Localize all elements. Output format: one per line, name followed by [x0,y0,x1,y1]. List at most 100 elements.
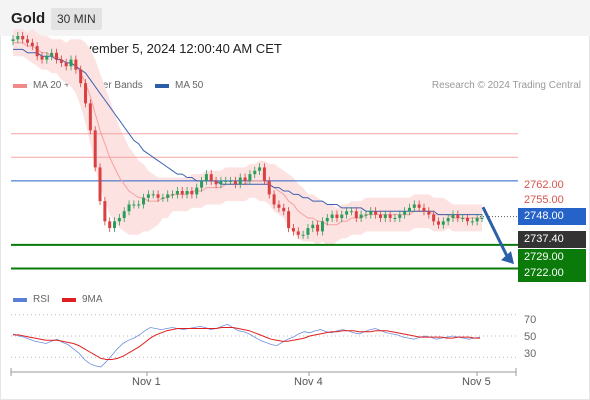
candle-body [224,180,228,182]
candle-body [427,211,431,215]
candle-body [204,174,208,181]
candle-body [364,214,368,216]
candle-body [441,221,445,225]
rsi-line [12,323,481,368]
candle-body [26,39,30,43]
candle-body [11,39,15,42]
candle-body [180,191,184,195]
last-price-label: 2737.40 [518,231,586,248]
candle-body [369,211,373,215]
candle-body [161,197,165,199]
candle-body [340,214,344,218]
candle-body [59,59,63,63]
rsi-9ma-line [13,327,480,360]
candle-body [436,221,440,225]
candle-body [93,130,97,168]
candle-body [117,217,121,222]
candle-body [335,214,339,218]
candle-body [103,201,107,222]
candle-body [79,69,83,84]
candle-body [84,83,88,104]
candle-body [461,217,465,219]
candle-body [287,211,291,229]
candle-body [451,214,455,218]
candle-body [480,217,484,219]
legend-label-ma50: MA 50 [175,80,204,91]
candle-body [229,180,233,182]
candle-body [306,228,310,235]
candle-body [88,103,92,131]
candle-body [200,180,204,188]
forecast-arrow-shaft [481,206,509,257]
bollinger-band-fill [13,29,482,245]
candle-body [388,214,392,218]
legend-swatch-ma20 [13,83,27,88]
candle-body [412,204,416,208]
candle-body [325,217,329,222]
candle-body [137,204,141,206]
candle-body [262,167,266,181]
legend-label-9ma: 9MA [82,294,103,305]
candle-body [296,231,300,235]
candle-body [190,191,194,195]
instrument-title: Gold [11,10,46,27]
x-label-nov1: Nov 1 [132,376,161,388]
candle-body [127,204,131,212]
candle-body [171,194,175,196]
candle-body [214,180,218,185]
candle-body [398,214,402,218]
candle-body [132,204,136,206]
candle-body [243,177,247,181]
candle-body [151,194,155,196]
candle-body [166,194,170,198]
candle-body [354,211,358,218]
candle-body [98,167,102,202]
candle-body [301,234,305,236]
candle-body [320,221,324,232]
resistance-label-2: 2755.00 [524,194,564,206]
candle-body [122,211,126,218]
candle-body [108,221,112,229]
candle-body [40,56,44,60]
candle-body [156,194,160,198]
candle-body [55,52,59,60]
candle-body [74,59,78,70]
candle-body [50,52,54,57]
x-label-nov4: Nov 4 [294,376,323,388]
candle-body [175,191,179,195]
rsi-tick-50: 50 [524,331,537,343]
candle-body [16,35,20,40]
research-credit: Research © 2024 Trading Central [431,80,581,91]
candle-body [330,214,334,218]
support-label-1: 2729.00 [518,249,586,266]
legend-ma50: MA 50 [155,80,203,91]
candle-body [465,217,469,222]
candle-body [470,221,474,223]
candle-body [378,214,382,218]
candle-body [219,180,223,185]
candle-body [475,217,479,222]
candle-body [248,174,252,181]
candle-body [345,211,349,215]
candle-body [417,204,421,208]
candle-body [30,42,34,47]
ma50-line [13,48,482,216]
rsi-legend-rsi: RSI [13,294,50,305]
legend-swatch-ma50 [155,83,169,88]
candle-body [403,211,407,215]
candle-body [359,214,363,218]
candle-body [277,204,281,208]
candle-body [35,46,39,57]
candle-body [349,211,353,213]
candle-body [64,62,68,67]
rsi-tick-70: 70 [524,314,537,326]
candle-body [253,170,257,175]
legend-swatch-rsi [13,297,27,302]
candle-body [258,167,262,171]
candle-body [407,207,411,212]
rsi-tick-30: 30 [524,348,537,360]
timeframe-badge[interactable]: 30 MIN [51,8,102,30]
candle-body [393,217,397,219]
candle-body [209,174,213,181]
